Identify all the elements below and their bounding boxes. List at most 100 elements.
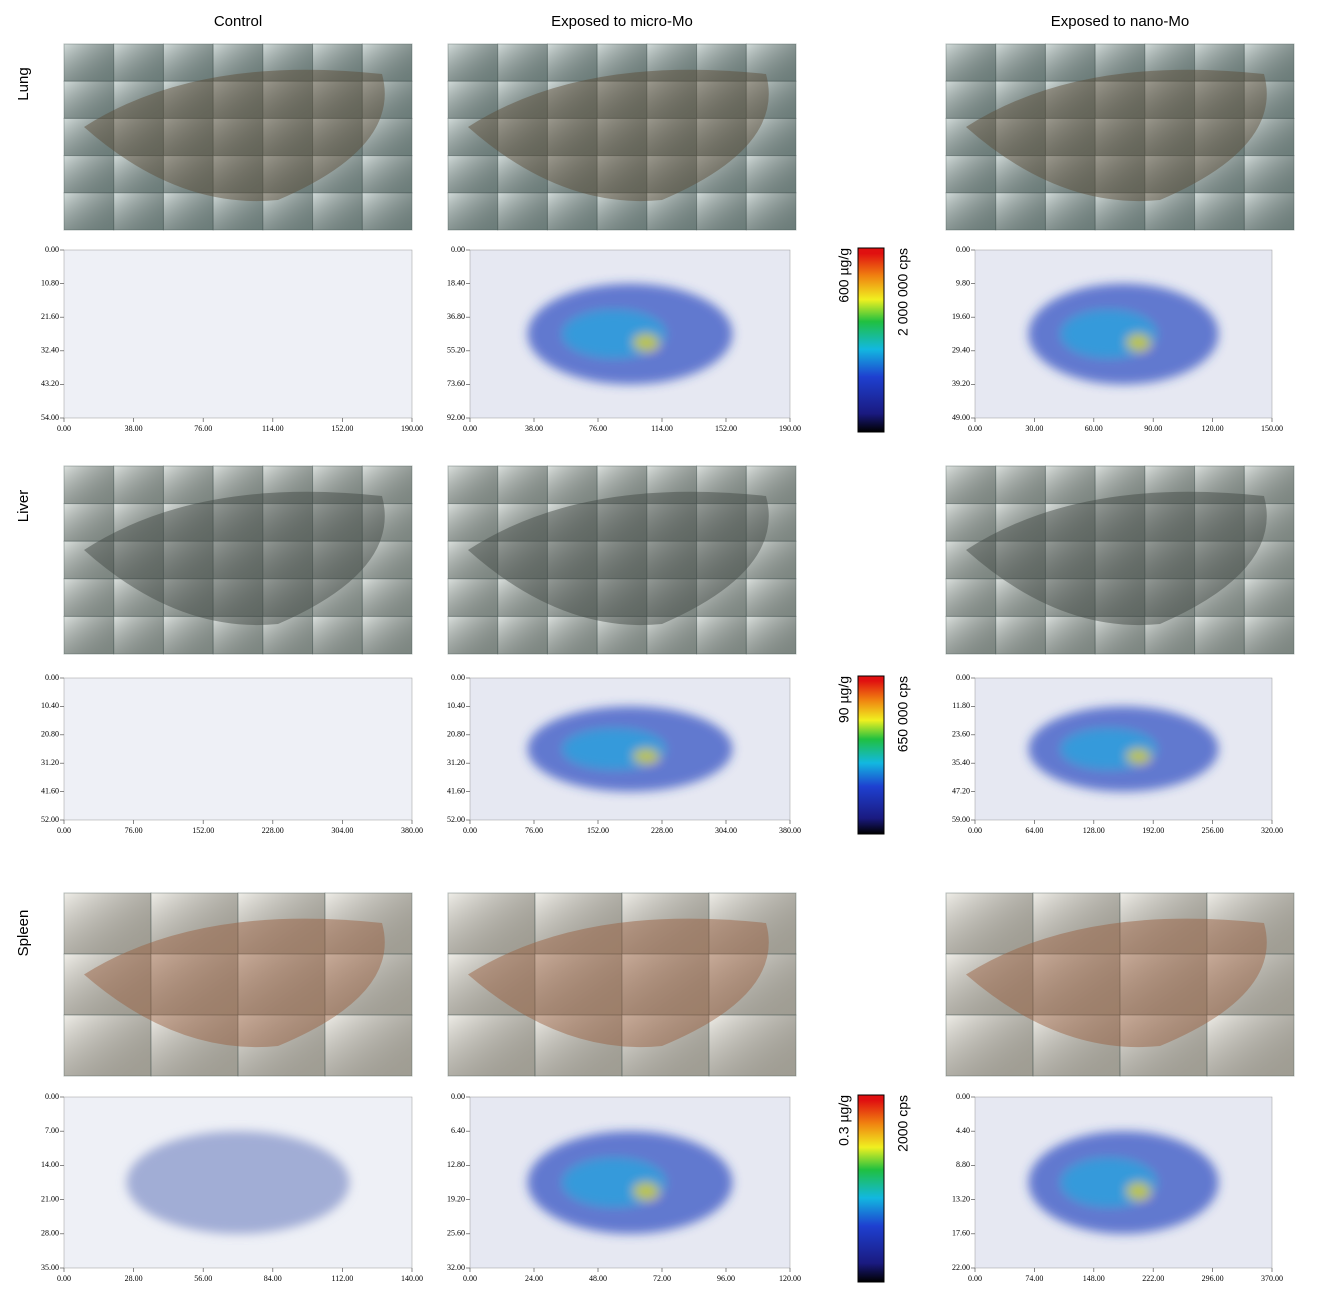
micrograph-tile [497, 192, 548, 231]
micrograph-tile [113, 465, 164, 505]
y-tick-label: 0.00 [956, 1092, 970, 1101]
micrograph-tile [212, 540, 264, 580]
y-tick-label: 11.80 [952, 701, 970, 710]
color-bar [857, 675, 885, 835]
y-tick-label: 32.00 [447, 1263, 465, 1272]
signal-hotspot [1126, 749, 1151, 764]
micrograph-tile [237, 1014, 326, 1077]
micrograph-tile [945, 503, 997, 542]
y-tick-label: 10.80 [41, 278, 59, 287]
micrograph-tile [546, 43, 598, 82]
tissue-section [966, 491, 1267, 626]
micrograph-tile [324, 892, 413, 955]
micrograph-tile [696, 117, 747, 157]
y-tick-label: 52.00 [41, 815, 59, 824]
y-tick-label: 10.40 [41, 701, 59, 710]
micrograph-tile [447, 892, 536, 955]
micrograph-tile [447, 503, 499, 542]
x-tick-label: 0.00 [463, 1274, 477, 1283]
signal-hotspot [633, 334, 659, 351]
micrograph-tile [447, 1014, 536, 1077]
x-tick-label: 152.00 [715, 424, 737, 433]
x-tick-label: 28.00 [125, 1274, 143, 1283]
micrograph-tile [1144, 80, 1196, 119]
micrograph-tile [162, 80, 214, 119]
y-tick-label: 23.60 [952, 730, 970, 739]
x-tick-label: 320.00 [1261, 826, 1283, 835]
x-tick-label: 120.00 [779, 1274, 801, 1283]
micrograph-tile [696, 615, 747, 655]
x-tick-label: 190.00 [401, 424, 423, 433]
micrograph-tile [1243, 80, 1295, 119]
y-tick-label: 28.00 [41, 1229, 59, 1238]
micrograph-tile [646, 192, 698, 231]
micrograph-tile [995, 117, 1046, 157]
y-tick-label: 13.20 [952, 1194, 970, 1203]
x-tick-label: 380.00 [779, 826, 801, 835]
micrograph-tile [546, 503, 598, 542]
micrograph-tile [745, 80, 797, 119]
signal-hotspot [633, 749, 659, 764]
micrograph-tile [447, 117, 499, 157]
micrograph-tile [1094, 43, 1146, 82]
micrograph-tile [63, 540, 115, 580]
micrograph-tile [113, 503, 164, 542]
micrograph [945, 892, 1295, 1077]
signal-region [562, 310, 666, 358]
x-tick-label: 228.00 [262, 826, 284, 835]
micrograph-tile [646, 80, 698, 119]
x-tick-label: 76.00 [125, 826, 143, 835]
micrograph-tile [1044, 80, 1096, 119]
micrograph-tile [212, 578, 264, 617]
micrograph-tile [646, 155, 698, 194]
x-tick-label: 112.00 [332, 1274, 354, 1283]
y-tick-label: 55.20 [447, 346, 465, 355]
micrograph-tile [262, 80, 314, 119]
micrograph [63, 892, 413, 1077]
y-tick-label: 0.00 [451, 673, 465, 682]
micrograph-tile [361, 117, 413, 157]
micrograph-tile [1094, 578, 1146, 617]
micrograph-tile [262, 192, 314, 231]
y-tick-label: 35.40 [952, 758, 970, 767]
micrograph-tile [212, 43, 264, 82]
micrograph-tile [596, 155, 648, 194]
micrograph-tile [63, 953, 152, 1016]
micrograph-tile [162, 615, 214, 655]
micrograph-tile [63, 1014, 152, 1077]
micrograph-tile [262, 540, 314, 580]
micrograph-tile [150, 892, 239, 955]
micrograph-tile [534, 892, 623, 955]
micrograph-tile [1194, 615, 1245, 655]
micrograph-tile [745, 117, 797, 157]
micrograph-tile [361, 503, 413, 542]
micrograph-tile [497, 465, 548, 505]
x-tick-label: 152.00 [192, 826, 214, 835]
micrograph-tile [497, 615, 548, 655]
micrograph-tile [546, 465, 598, 505]
micrograph-tile [1206, 953, 1295, 1016]
tissue-section [468, 918, 769, 1048]
y-tick-label: 21.60 [41, 312, 59, 321]
micrograph-tile [212, 465, 264, 505]
micrograph-tile [262, 117, 314, 157]
micrograph-tile [262, 43, 314, 82]
color-bar-concentration: 0.3 µg/g [836, 1095, 852, 1146]
y-tick-label: 0.00 [45, 673, 59, 682]
color-bar [857, 247, 885, 433]
micrograph [447, 43, 797, 231]
map-signal [527, 283, 733, 385]
y-tick-label: 36.80 [447, 312, 465, 321]
color-bar-concentration: 600 µg/g [836, 248, 852, 303]
color-bar-counts: 650 000 cps [895, 676, 911, 752]
map-background [63, 249, 413, 419]
y-tick-label: 10.40 [447, 701, 465, 710]
micrograph-tile [1243, 43, 1295, 82]
micrograph-tile [995, 43, 1046, 82]
x-tick-label: 222.00 [1142, 1274, 1164, 1283]
micrograph-tile [63, 117, 115, 157]
micrograph-tile [1144, 540, 1196, 580]
y-tick-label: 0.00 [45, 1092, 59, 1101]
color-bar-counts: 2000 cps [895, 1095, 911, 1152]
micrograph-tile [745, 503, 797, 542]
